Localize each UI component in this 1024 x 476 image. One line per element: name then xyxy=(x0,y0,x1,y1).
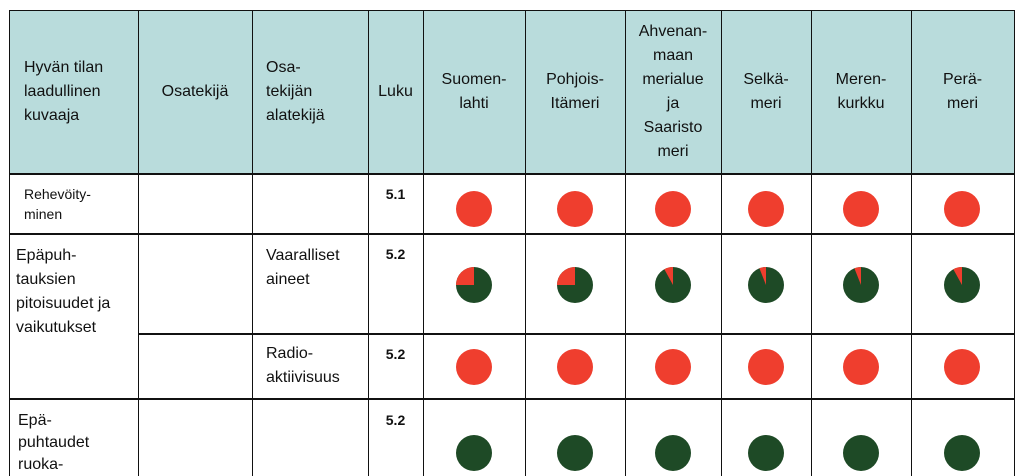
header-subcomponent: Osa- tekijän alatekijä xyxy=(252,10,368,174)
status-pie-row3-col3 xyxy=(655,349,691,385)
status-pie-row3-col1 xyxy=(456,349,492,385)
header-component: Osatekijä xyxy=(138,10,252,174)
status-pie-row4-col3 xyxy=(655,435,691,471)
status-pie-row1-col2 xyxy=(557,191,593,227)
status-pie-row3-col4 xyxy=(748,349,784,385)
row2-subcomponent: Vaaralliset aineet xyxy=(266,247,340,288)
row1-descriptor: Rehevöity- minen xyxy=(24,186,91,222)
status-pie-row1-col5 xyxy=(843,191,879,227)
status-pie-row4-col5 xyxy=(843,435,879,471)
row4-chapter: 5.2 xyxy=(385,412,406,428)
status-pie-row1-col4 xyxy=(748,191,784,227)
status-pie-row4-col6 xyxy=(944,435,980,471)
row2-chapter: 5.2 xyxy=(385,246,406,262)
status-pie-row2-col3 xyxy=(655,267,691,303)
header-area-pohjois-itameri: Pohjois- Itämeri xyxy=(525,10,625,174)
status-pie-row2-col1 xyxy=(456,267,492,303)
row3-chapter: 5.2 xyxy=(385,346,406,362)
status-pie-row1-col1 xyxy=(456,191,492,227)
header-chapter: Luku xyxy=(368,10,423,174)
status-pie-row2-col6 xyxy=(944,267,980,303)
status-pie-row3-col5 xyxy=(843,349,879,385)
status-pie-row1-col3 xyxy=(655,191,691,227)
row4-descriptor: Epä- puhtaudet ruoka- xyxy=(18,412,90,473)
status-pie-row1-col6 xyxy=(944,191,980,227)
status-pie-row3-col6 xyxy=(944,349,980,385)
status-pie-row4-col4 xyxy=(748,435,784,471)
status-pie-row4-col2 xyxy=(557,435,593,471)
row3-subcomponent: Radio- aktiivisuus xyxy=(266,345,340,386)
status-pie-row2-col5 xyxy=(843,267,879,303)
row1-chapter: 5.1 xyxy=(385,186,406,202)
header-descriptor: Hyvän tilan laadullinen kuvaaja xyxy=(10,10,138,174)
header-area-perameri: Perä- meri xyxy=(911,10,1014,174)
status-pie-row3-col2 xyxy=(557,349,593,385)
row2-descriptor: Epäpuh- tauksien pitoisuudet ja vaikutuk… xyxy=(16,247,111,336)
header-area-merenkurkku: Meren- kurkku xyxy=(811,10,911,174)
status-pie-row4-col1 xyxy=(456,435,492,471)
status-pie-row2-col4 xyxy=(748,267,784,303)
status-pie-row2-col2 xyxy=(557,267,593,303)
header-area-selkameri: Selkä- meri xyxy=(721,10,811,174)
header-area-suomenlahti: Suomen- lahti xyxy=(423,10,525,174)
header-area-ahvenanmaa: Ahvenan- maan merialue ja Saaristo meri xyxy=(625,10,721,174)
